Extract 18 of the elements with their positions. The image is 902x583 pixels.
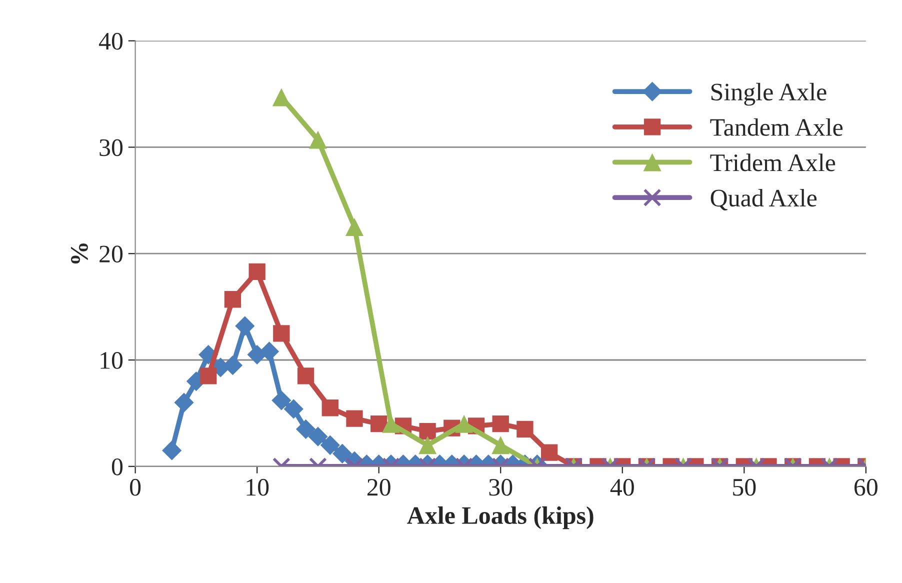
y-tick-label: 20 — [100, 246, 123, 263]
x-axis-title: Axle Loads (kips) — [407, 506, 594, 530]
legend-label: Quad Axle — [710, 188, 817, 210]
y-axis-title: % — [70, 243, 88, 264]
x-tick-label: 30 — [489, 478, 512, 496]
y-tick-label: 0 — [112, 458, 123, 476]
x-tick-label: 50 — [733, 478, 756, 496]
legend-label: Tandem Axle — [710, 118, 843, 136]
y-tick-label: 40 — [98, 32, 123, 50]
x-tick-label: 0 — [130, 478, 141, 496]
x-tick-label: 40 — [610, 478, 634, 496]
x-tick-label: 60 — [854, 478, 878, 496]
x-tick-label: 10 — [246, 478, 269, 496]
x-tick-label: 20 — [367, 478, 390, 496]
y-tick-label: 10 — [100, 352, 123, 369]
legend-label: Tridem Axle — [710, 154, 836, 172]
legend-label: Single Axle — [711, 82, 826, 106]
y-tick-label: 30 — [100, 139, 123, 156]
